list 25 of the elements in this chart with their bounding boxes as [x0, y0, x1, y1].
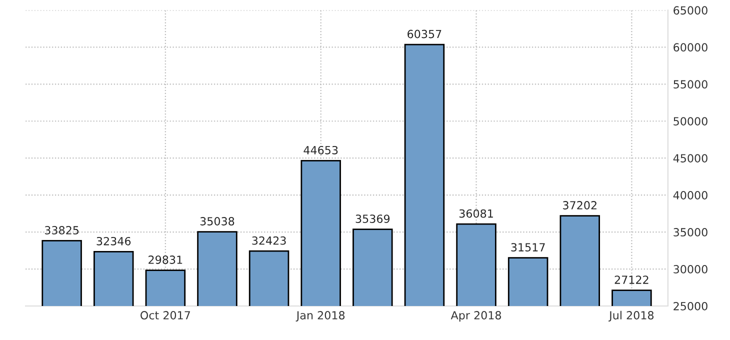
- data-label: 60357: [408, 30, 442, 38]
- x-tick-label: Oct 2017: [140, 311, 190, 320]
- data-label: 32346: [96, 236, 131, 246]
- data-label: 32423: [252, 236, 286, 245]
- data-label: 29831: [148, 256, 182, 264]
- y-tick-label: 45000: [673, 154, 708, 162]
- data-label: 37202: [563, 201, 596, 210]
- data-label: 31517: [511, 243, 545, 252]
- y-tick-label: 30000: [674, 265, 708, 274]
- data-label: 44653: [304, 146, 338, 154]
- data-label: 33825: [44, 226, 79, 234]
- data-label: 35038: [200, 217, 234, 226]
- data-label: 35369: [356, 214, 390, 223]
- y-tick-label: 40000: [673, 191, 708, 200]
- y-tick-label: 60000: [674, 43, 708, 52]
- x-tick-label: Jul 2018: [608, 310, 654, 322]
- y-tick-label: 25000: [674, 302, 708, 310]
- data-label: 27122: [614, 276, 648, 284]
- y-tick-label: 65000: [674, 6, 708, 15]
- y-tick-label: 55000: [674, 80, 708, 89]
- data-label: 36081: [459, 209, 493, 218]
- x-tick-label: Apr 2018: [450, 311, 502, 322]
- x-tick-label: Jan 2018: [296, 311, 345, 322]
- y-tick-label: 35000: [674, 228, 708, 236]
- y-tick-label: 50000: [674, 117, 708, 126]
